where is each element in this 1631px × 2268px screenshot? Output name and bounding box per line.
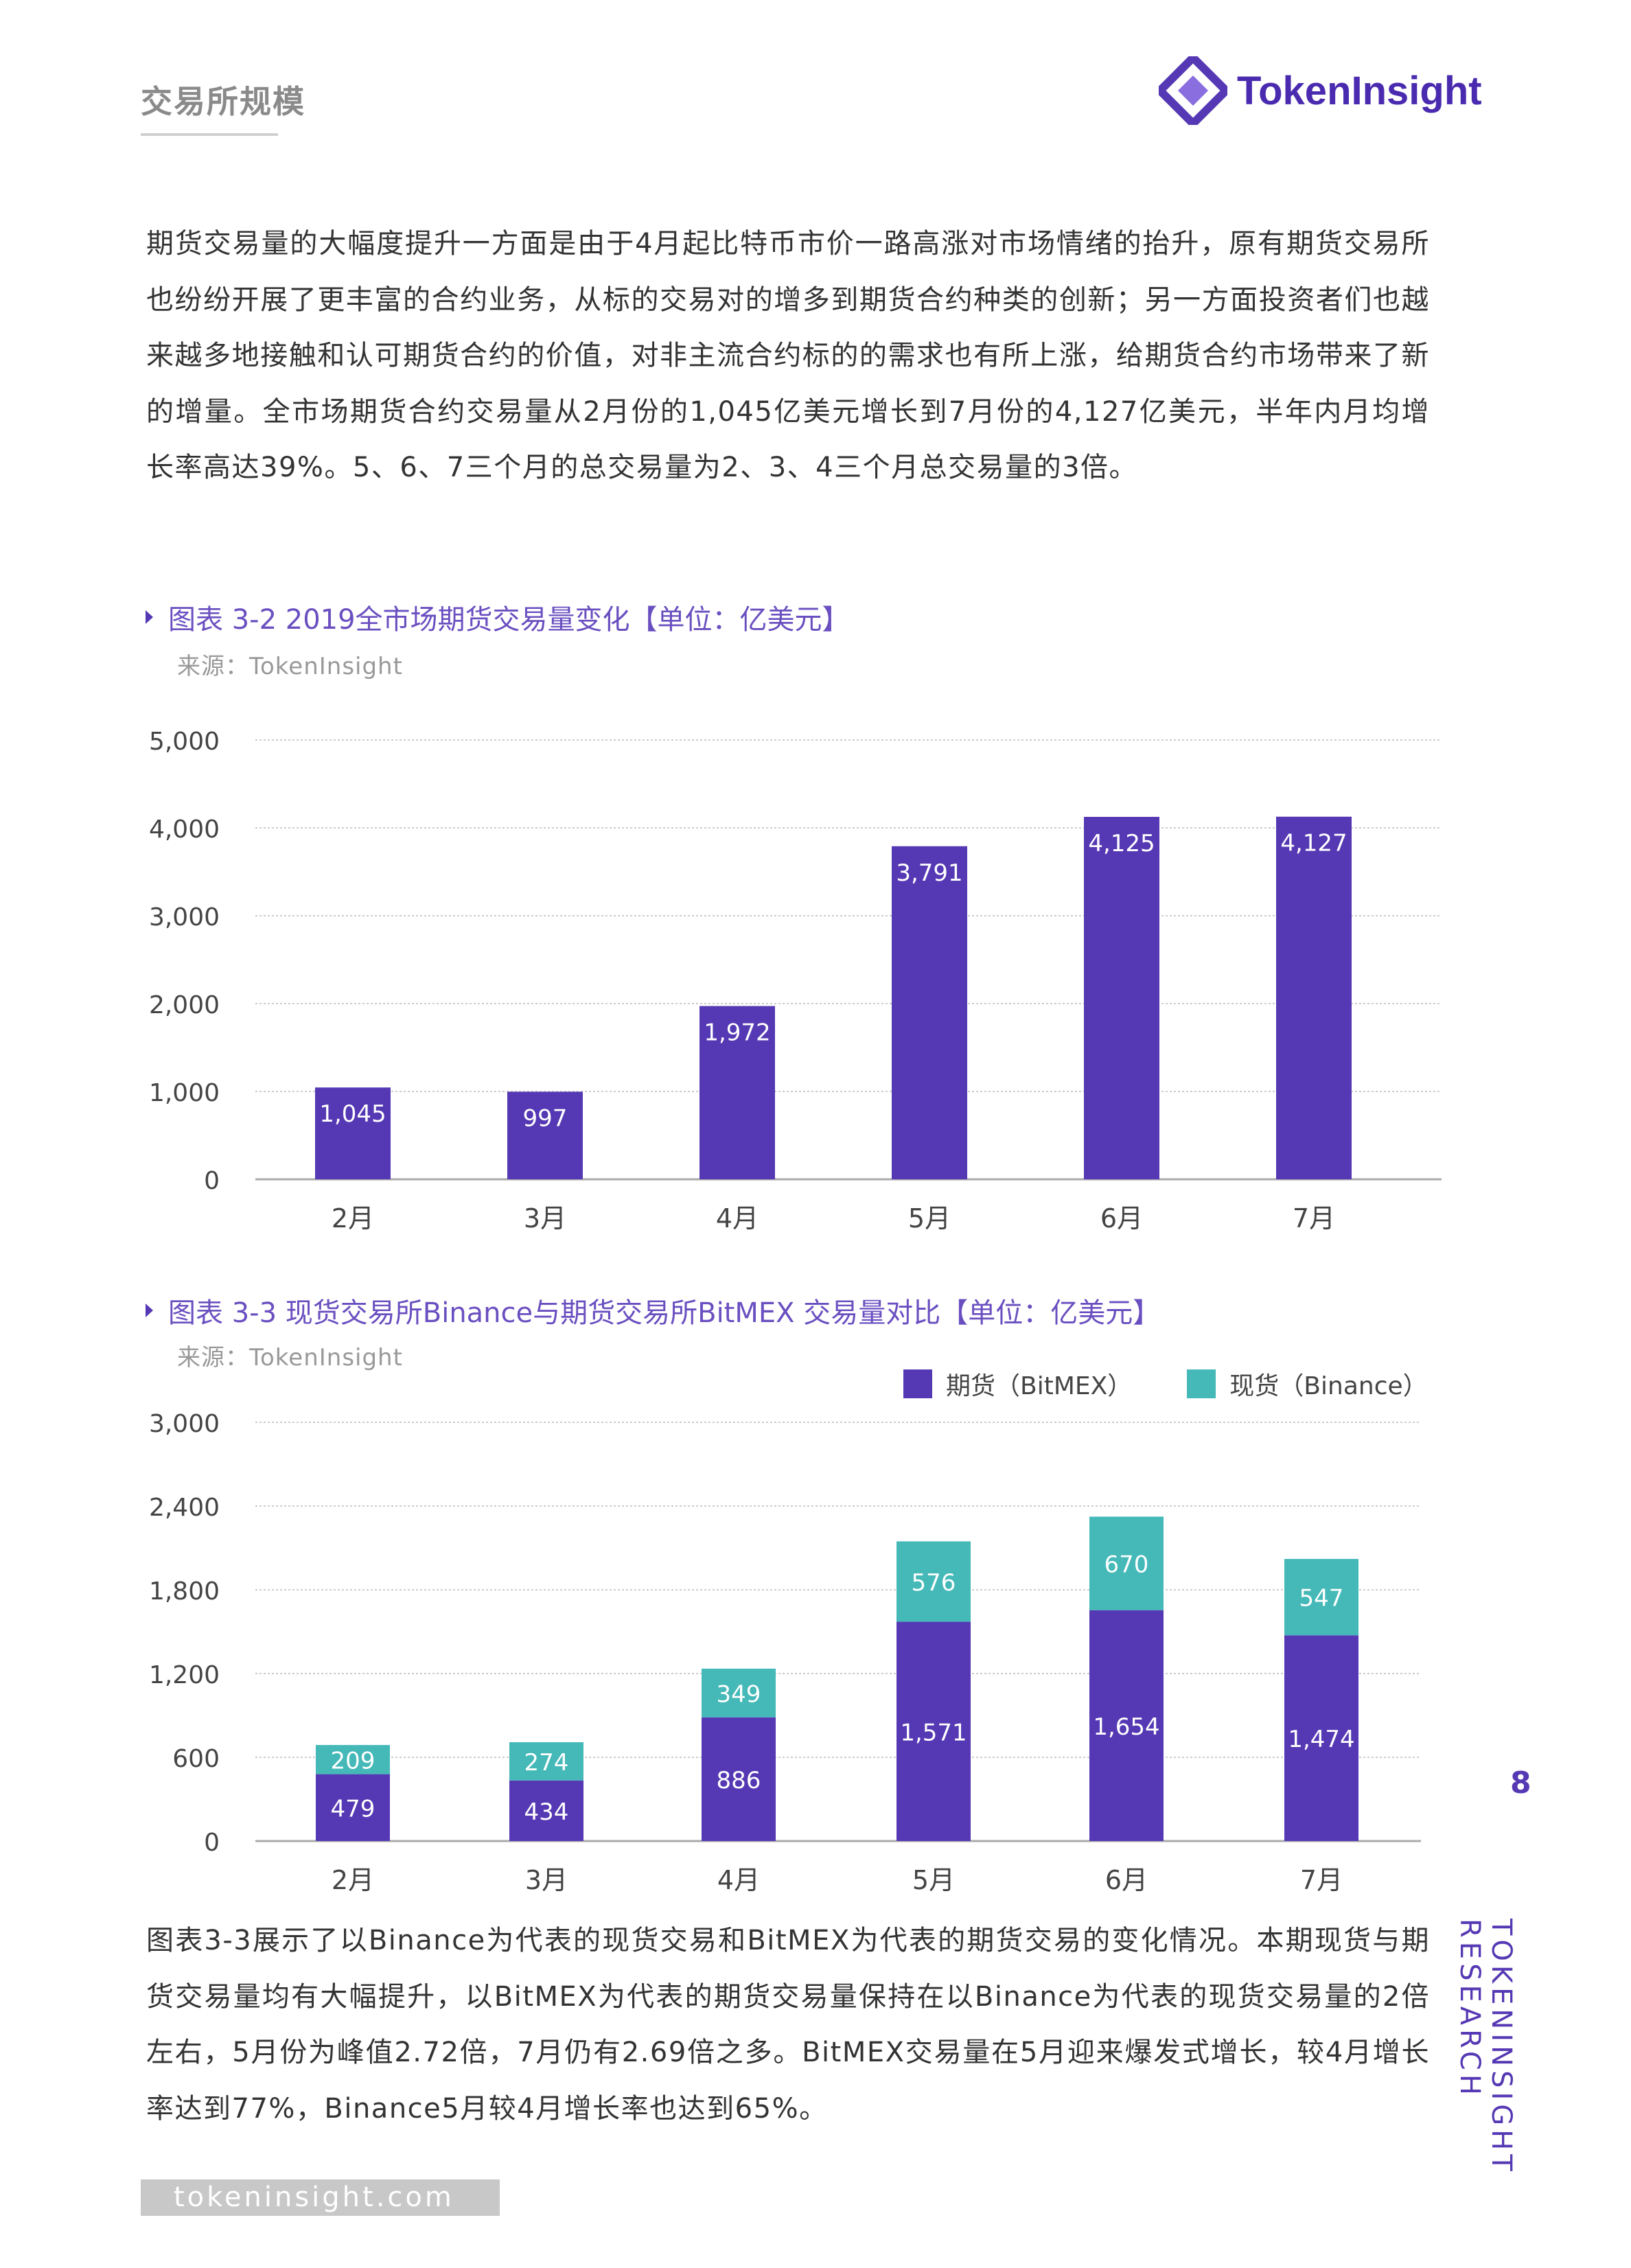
y-tick-label: 3,000 xyxy=(149,1410,220,1438)
bar xyxy=(1084,817,1159,1179)
data-label: 434 xyxy=(524,1798,569,1826)
intro-paragraph: 期货交易量的大幅度提升一方面是由于4月起比特币市价一路高涨对市场情绪的抬升，原有… xyxy=(146,228,1430,483)
bar-futures xyxy=(1284,1635,1358,1841)
caret-icon xyxy=(146,1304,153,1317)
bar-spot xyxy=(509,1742,583,1781)
data-label: 479 xyxy=(331,1795,375,1822)
data-label: 1,654 xyxy=(1093,1713,1159,1741)
y-tick-label: 0 xyxy=(204,1167,220,1195)
vertical-brand-text: TOKENINSIGHT RESEARCH xyxy=(1454,1919,1517,2175)
y-tick-label: 600 xyxy=(172,1745,220,1773)
y-tick-label: 3,000 xyxy=(149,903,220,931)
bar-futures xyxy=(316,1774,390,1841)
x-tick-label: 6月 xyxy=(1105,1865,1148,1895)
x-tick-label: 5月 xyxy=(912,1865,955,1895)
chart2-source: 来源：TokenInsight xyxy=(177,1344,403,1372)
legend-swatch-futures xyxy=(903,1369,932,1398)
bar xyxy=(315,1087,391,1179)
data-label: 997 xyxy=(523,1104,568,1132)
chart2-title-text: 图表 3-3 现货交易所Binance与期货交易所BitMEX 交易量对比【单位… xyxy=(168,1297,1161,1329)
bar-futures xyxy=(702,1717,776,1841)
x-tick-label: 2月 xyxy=(332,1865,374,1895)
bar xyxy=(1276,816,1352,1179)
data-label: 1,972 xyxy=(704,1019,770,1047)
chart1-title: 图表 3-2 2019全市场期货交易量变化【单位：亿美元】 xyxy=(146,597,850,637)
data-label: 4,125 xyxy=(1088,830,1155,857)
chart2: 0 600 1,200 1,800 2,400 3,000 479 209 2月 434 274 3月… xyxy=(149,1410,1421,1895)
y-tick-label: 1,200 xyxy=(149,1661,220,1689)
bar-futures xyxy=(509,1780,583,1841)
x-tick-label: 4月 xyxy=(716,1203,759,1234)
data-label: 1,474 xyxy=(1288,1726,1354,1753)
y-tick-label: 0 xyxy=(204,1829,220,1857)
bar xyxy=(892,846,967,1179)
x-tick-label: 3月 xyxy=(524,1203,566,1234)
x-tick-label: 6月 xyxy=(1100,1203,1143,1234)
chart1-title-text: 图表 3-2 2019全市场期货交易量变化【单位：亿美元】 xyxy=(168,604,850,636)
chart1: 0 1,000 2,000 3,000 4,000 5,000 1,045 2月 997 3月 1,… xyxy=(149,728,1442,1234)
section-title: 交易所规模 xyxy=(141,83,305,120)
bar-spot xyxy=(1284,1559,1358,1636)
chart1-source: 来源：TokenInsight xyxy=(177,653,403,680)
section-underline xyxy=(141,133,278,136)
data-label: 670 xyxy=(1104,1551,1149,1579)
y-tick-label: 1,000 xyxy=(149,1079,220,1107)
footer-url: tokeninsight.com xyxy=(141,2179,500,2216)
x-tick-label: 4月 xyxy=(717,1865,760,1895)
legend-swatch-spot xyxy=(1187,1369,1216,1398)
bar-spot xyxy=(1089,1516,1164,1610)
legend-label-futures: 期货（BitMEX） xyxy=(946,1372,1133,1400)
logo: TokenInsight xyxy=(1159,56,1482,125)
legend-label-spot: 现货（Binance） xyxy=(1229,1372,1428,1400)
logo-icon xyxy=(1159,56,1227,125)
y-tick-label: 5,000 xyxy=(149,728,220,756)
bar-spot xyxy=(702,1668,776,1717)
y-tick-label: 2,400 xyxy=(149,1494,220,1522)
data-label: 1,045 xyxy=(319,1100,386,1128)
chart2-legend: 期货（BitMEX） 现货（Binance） xyxy=(903,1366,1428,1402)
chart2-title: 图表 3-3 现货交易所Binance与期货交易所BitMEX 交易量对比【单位… xyxy=(146,1291,1160,1330)
bar-spot xyxy=(316,1745,390,1774)
data-label: 886 xyxy=(717,1767,761,1794)
data-label: 3,791 xyxy=(896,859,962,887)
data-label: 1,571 xyxy=(900,1719,967,1746)
y-tick-label: 4,000 xyxy=(149,815,220,844)
page-number: 8 xyxy=(1510,1766,1531,1801)
bar xyxy=(507,1091,583,1179)
data-label: 274 xyxy=(524,1749,569,1777)
y-tick-label: 1,800 xyxy=(149,1577,220,1606)
y-tick-label: 2,000 xyxy=(149,991,220,1019)
x-tick-label: 5月 xyxy=(908,1203,951,1234)
data-label: 349 xyxy=(717,1680,761,1708)
x-tick-label: 2月 xyxy=(332,1203,374,1234)
x-tick-label: 3月 xyxy=(525,1865,568,1895)
data-label: 547 xyxy=(1299,1585,1344,1612)
bar-spot xyxy=(897,1541,971,1622)
data-label: 209 xyxy=(331,1747,375,1774)
analysis-paragraph: 图表3-3展示了以Binance为代表的现货交易和BitMEX为代表的期货交易的… xyxy=(146,1925,1430,2125)
x-tick-label: 7月 xyxy=(1293,1203,1335,1234)
x-tick-label: 7月 xyxy=(1300,1865,1343,1895)
logo-text: TokenInsight xyxy=(1237,68,1482,113)
caret-icon xyxy=(146,610,153,624)
bar-futures xyxy=(1089,1610,1164,1841)
data-label: 4,127 xyxy=(1280,830,1347,857)
bar-futures xyxy=(897,1621,971,1841)
bar xyxy=(699,1006,775,1179)
data-label: 576 xyxy=(912,1569,956,1597)
